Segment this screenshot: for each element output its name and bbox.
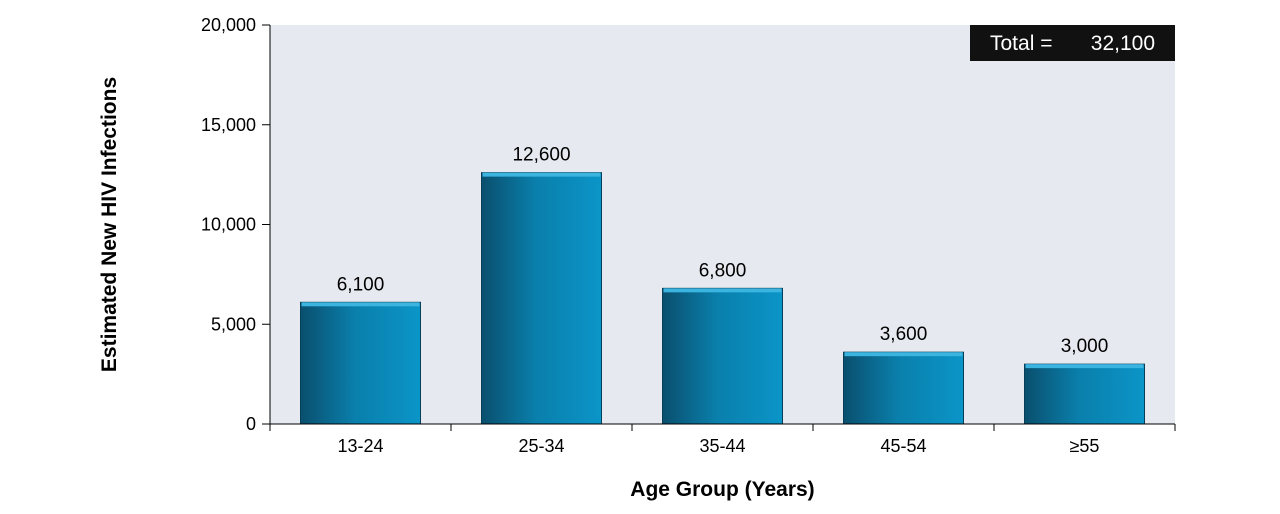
- total-annotation-value: 32,100: [1091, 32, 1155, 55]
- x-tick-label-2: 35-44: [699, 436, 745, 456]
- data-label-1: 12,600: [512, 145, 570, 166]
- data-label-4: 3,000: [1061, 336, 1109, 357]
- y-tick-label-1: 5,000: [211, 314, 256, 334]
- data-label-2: 6,800: [699, 260, 747, 281]
- bar-top-highlight-0: [301, 302, 420, 307]
- x-tick-label-1: 25-34: [518, 436, 564, 456]
- bar-4: [1024, 363, 1145, 425]
- bar-top-highlight-1: [482, 172, 601, 177]
- y-tick-label-0: 0: [246, 414, 256, 434]
- data-label-3: 3,600: [880, 324, 928, 345]
- y-axis-title: Estimated New HIV Infections: [98, 77, 121, 372]
- bar-0: [300, 301, 421, 425]
- total-annotation: Total = 32,100: [970, 25, 1175, 61]
- bar-top-highlight-2: [663, 288, 782, 293]
- y-tick-label-2: 10,000: [201, 215, 256, 235]
- bar-2: [662, 287, 783, 425]
- bar-3: [843, 351, 964, 425]
- data-label-0: 6,100: [337, 274, 385, 295]
- y-tick-label-3: 15,000: [201, 115, 256, 135]
- bar-top-highlight-4: [1025, 364, 1144, 369]
- bar-top-highlight-3: [844, 352, 963, 357]
- x-tick-label-4: ≥55: [1070, 436, 1100, 456]
- x-tick-label-0: 13-24: [337, 436, 383, 456]
- bar-1: [481, 172, 602, 425]
- y-tick-label-4: 20,000: [201, 15, 256, 35]
- x-axis-title: Age Group (Years): [630, 478, 814, 501]
- total-annotation-background: [970, 25, 1175, 61]
- total-annotation-label: Total =: [990, 32, 1052, 55]
- x-tick-label-3: 45-54: [880, 436, 926, 456]
